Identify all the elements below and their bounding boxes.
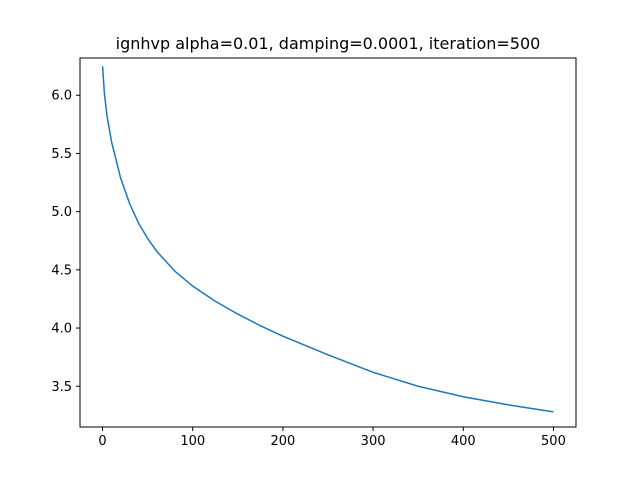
y-tick-label: 5.5 bbox=[51, 147, 72, 162]
y-tick-label: 4.5 bbox=[51, 263, 72, 278]
y-tick-label: 6.0 bbox=[51, 89, 72, 104]
x-tick-label: 0 bbox=[98, 434, 106, 449]
y-tick-label: 3.5 bbox=[51, 380, 72, 395]
y-tick-label: 5.0 bbox=[51, 205, 72, 220]
x-axis: 0 100 200 300 400 500 bbox=[98, 427, 566, 449]
series-line-0 bbox=[101, 66, 554, 413]
chart-title: ignhvp alpha=0.01, damping=0.0001, itera… bbox=[116, 34, 541, 53]
x-tick-label: 200 bbox=[270, 434, 295, 449]
y-tick-label: 4.0 bbox=[51, 322, 72, 337]
y-axis: 3.5 4.0 4.5 5.0 5.5 6.0 bbox=[51, 89, 80, 395]
x-tick-label: 500 bbox=[541, 434, 566, 449]
x-tick-label: 100 bbox=[180, 434, 205, 449]
x-tick-label: 300 bbox=[361, 434, 386, 449]
plot-area bbox=[101, 66, 554, 413]
axes-frame bbox=[79, 57, 577, 428]
x-tick-label: 400 bbox=[451, 434, 476, 449]
